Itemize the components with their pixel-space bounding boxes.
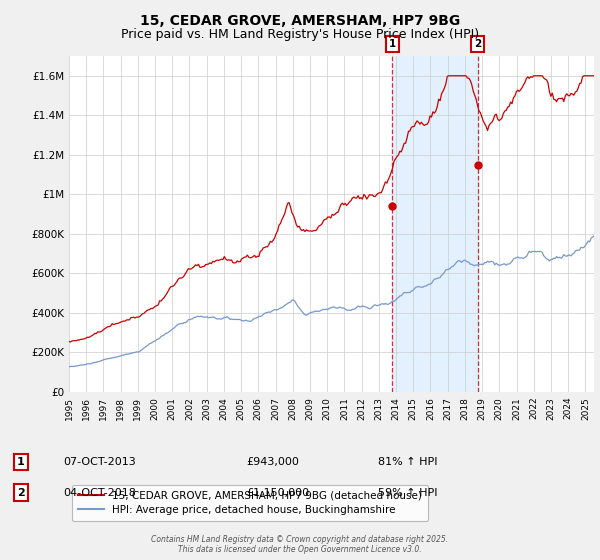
Text: 81% ↑ HPI: 81% ↑ HPI	[378, 457, 437, 467]
Text: 1: 1	[17, 457, 25, 467]
Text: Contains HM Land Registry data © Crown copyright and database right 2025.
This d: Contains HM Land Registry data © Crown c…	[151, 535, 449, 554]
Text: £943,000: £943,000	[246, 457, 299, 467]
Text: 04-OCT-2018: 04-OCT-2018	[63, 488, 136, 498]
Text: £1,150,000: £1,150,000	[246, 488, 309, 498]
Text: 07-OCT-2013: 07-OCT-2013	[63, 457, 136, 467]
Text: 2: 2	[474, 39, 481, 49]
Text: 15, CEDAR GROVE, AMERSHAM, HP7 9BG: 15, CEDAR GROVE, AMERSHAM, HP7 9BG	[140, 14, 460, 28]
Point	[473, 160, 482, 169]
Legend: 15, CEDAR GROVE, AMERSHAM, HP7 9BG (detached house), HPI: Average price, detache: 15, CEDAR GROVE, AMERSHAM, HP7 9BG (deta…	[71, 484, 428, 521]
Text: 2: 2	[17, 488, 25, 498]
Text: 1: 1	[388, 39, 396, 49]
Point	[387, 201, 397, 210]
Bar	[392, 56, 478, 392]
Text: 59% ↑ HPI: 59% ↑ HPI	[378, 488, 437, 498]
Text: Price paid vs. HM Land Registry's House Price Index (HPI): Price paid vs. HM Land Registry's House …	[121, 28, 479, 41]
